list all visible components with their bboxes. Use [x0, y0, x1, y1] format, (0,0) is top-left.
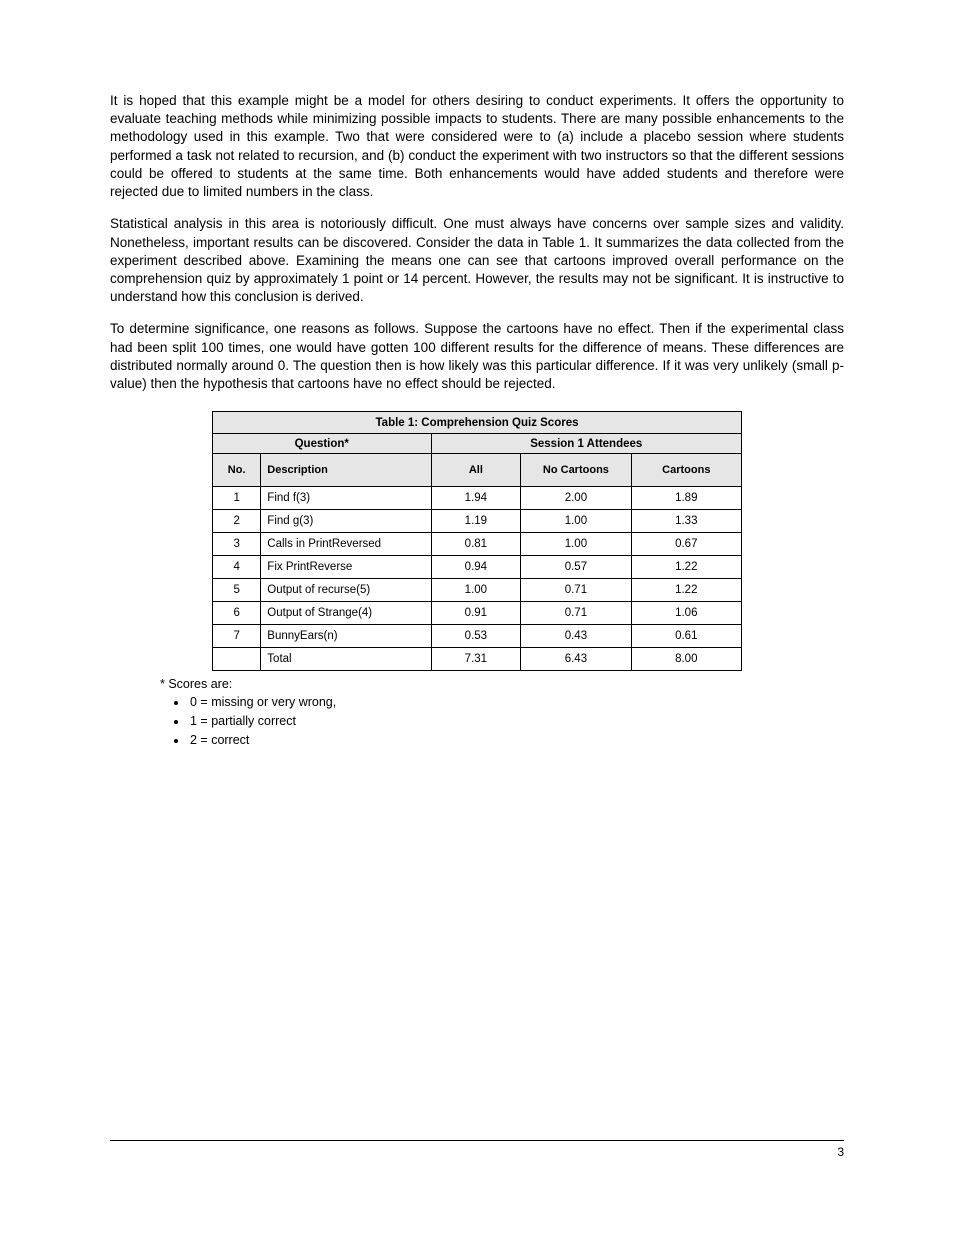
col-header-no: No.	[213, 454, 261, 487]
cell-value: 8.00	[631, 648, 741, 671]
cell-value: 2.00	[521, 487, 631, 510]
cell-no: 4	[213, 556, 261, 579]
footnote-item: 0 = missing or very wrong,	[188, 693, 844, 712]
cell-value: 0.71	[521, 579, 631, 602]
cell-value: 1.22	[631, 556, 741, 579]
page-footer: 3	[110, 1140, 844, 1159]
col-header-all: All	[431, 454, 521, 487]
cell-value: 1.00	[521, 533, 631, 556]
cell-no: 1	[213, 487, 261, 510]
cell-value: 1.00	[521, 510, 631, 533]
page: It is hoped that this example might be a…	[0, 0, 954, 1235]
col-header-desc: Description	[261, 454, 431, 487]
table-row: 2Find g(3)1.191.001.33	[213, 510, 742, 533]
group-header-question: Question*	[213, 434, 432, 454]
cell-value: 0.81	[431, 533, 521, 556]
paragraph-2: Statistical analysis in this area is not…	[110, 215, 844, 306]
group-header-session: Session 1 Attendees	[431, 434, 741, 454]
table-footnotes: * Scores are: 0 = missing or very wrong,…	[160, 677, 844, 749]
cell-desc: BunnyEars(n)	[261, 625, 431, 648]
cell-value: 1.89	[631, 487, 741, 510]
cell-desc: Output of Strange(4)	[261, 602, 431, 625]
cell-desc: Find g(3)	[261, 510, 431, 533]
cell-value: 0.67	[631, 533, 741, 556]
page-number: 3	[837, 1145, 844, 1159]
cell-value: 1.22	[631, 579, 741, 602]
scores-table-wrap: Table 1: Comprehension Quiz Scores Quest…	[212, 411, 742, 671]
cell-value: 0.91	[431, 602, 521, 625]
cell-value: 1.94	[431, 487, 521, 510]
footnote-item: 1 = partially correct	[188, 712, 844, 731]
table-row: 4Fix PrintReverse0.940.571.22	[213, 556, 742, 579]
footnote-item: 2 = correct	[188, 731, 844, 750]
cell-value: 6.43	[521, 648, 631, 671]
paragraph-1: It is hoped that this example might be a…	[110, 92, 844, 201]
table-body: 1Find f(3)1.942.001.892Find g(3)1.191.00…	[213, 487, 742, 671]
cell-value: 0.57	[521, 556, 631, 579]
cell-value: 1.33	[631, 510, 741, 533]
table-row: 7BunnyEars(n)0.530.430.61	[213, 625, 742, 648]
cell-desc: Total	[261, 648, 431, 671]
cell-value: 1.00	[431, 579, 521, 602]
cell-value: 0.43	[521, 625, 631, 648]
table-row: 3Calls in PrintReversed0.811.000.67	[213, 533, 742, 556]
scores-table: Table 1: Comprehension Quiz Scores Quest…	[212, 411, 742, 671]
table-row: Total7.316.438.00	[213, 648, 742, 671]
cell-value: 0.71	[521, 602, 631, 625]
footnote-list: 0 = missing or very wrong, 1 = partially…	[188, 693, 844, 749]
cell-no: 7	[213, 625, 261, 648]
table-header-row: No. Description All No Cartoons Cartoons	[213, 454, 742, 487]
cell-desc: Output of recurse(5)	[261, 579, 431, 602]
cell-desc: Find f(3)	[261, 487, 431, 510]
table-row: 5Output of recurse(5)1.000.711.22	[213, 579, 742, 602]
table-title: Table 1: Comprehension Quiz Scores	[213, 412, 742, 434]
cell-desc: Fix PrintReverse	[261, 556, 431, 579]
col-header-nocartoons: No Cartoons	[521, 454, 631, 487]
cell-desc: Calls in PrintReversed	[261, 533, 431, 556]
cell-no: 3	[213, 533, 261, 556]
cell-value: 1.06	[631, 602, 741, 625]
cell-value: 0.94	[431, 556, 521, 579]
col-header-cartoons: Cartoons	[631, 454, 741, 487]
cell-value: 7.31	[431, 648, 521, 671]
cell-no	[213, 648, 261, 671]
footnote-label: * Scores are:	[160, 677, 844, 691]
table-row: 6Output of Strange(4)0.910.711.06	[213, 602, 742, 625]
cell-no: 5	[213, 579, 261, 602]
cell-value: 1.19	[431, 510, 521, 533]
cell-value: 0.53	[431, 625, 521, 648]
cell-no: 2	[213, 510, 261, 533]
table-row: 1Find f(3)1.942.001.89	[213, 487, 742, 510]
table-group-row: Question* Session 1 Attendees	[213, 434, 742, 454]
table-title-row: Table 1: Comprehension Quiz Scores	[213, 412, 742, 434]
paragraph-3: To determine significance, one reasons a…	[110, 320, 844, 393]
cell-value: 0.61	[631, 625, 741, 648]
cell-no: 6	[213, 602, 261, 625]
